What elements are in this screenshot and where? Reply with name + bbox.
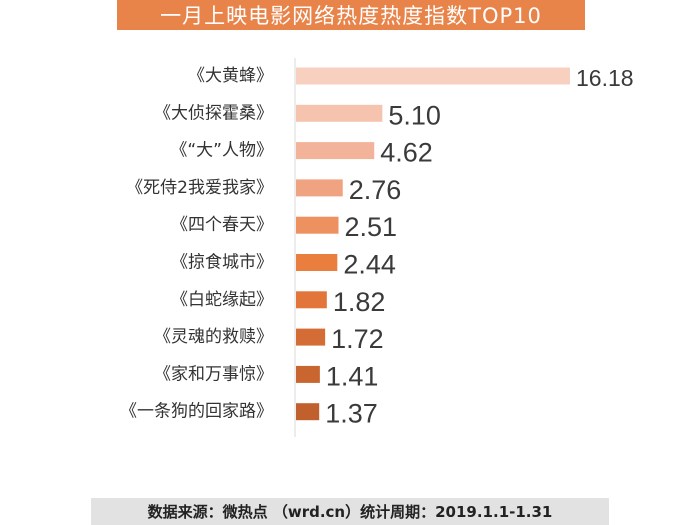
bar [296, 104, 383, 122]
category-label: 《死侍2我爱我家》 [126, 178, 273, 198]
chart-title-banner: 一月上映电影网络热度热度指数TOP10 [117, 0, 585, 30]
category-label: 《一条狗的回家路》 [120, 402, 273, 422]
bar [296, 142, 375, 160]
value-label: 2.44 [343, 250, 396, 280]
statistics-period-note: 统计周期：2019.1.1-1.31 [360, 503, 553, 521]
category-label: 《家和万事惊》 [154, 364, 273, 384]
bar [296, 365, 320, 383]
bar [296, 291, 327, 309]
chart-title: 一月上映电影网络热度热度指数TOP10 [160, 4, 542, 28]
category-label: 《掠食城市》 [171, 253, 273, 273]
value-label: 4.62 [380, 138, 433, 168]
data-source-note: 数据来源：微热点 （wrd.cn） [147, 503, 361, 521]
bar [296, 403, 320, 421]
value-label: 1.37 [325, 399, 378, 429]
category-label: 《“大”人物》 [170, 141, 273, 161]
category-label: 《四个春天》 [171, 215, 273, 235]
bar [296, 179, 343, 197]
bar [296, 67, 570, 85]
bar [296, 254, 338, 271]
value-label: 5.10 [388, 100, 441, 130]
value-label: 1.72 [331, 324, 384, 354]
bar [296, 328, 326, 346]
category-label: 《大黄蜂》 [188, 66, 273, 86]
value-label: 1.41 [326, 361, 379, 391]
bar [296, 216, 339, 234]
category-label: 《大侦探霍桑》 [154, 103, 273, 123]
footer-bar: 数据来源：微热点 （wrd.cn） 统计周期：2019.1.1-1.31 [91, 498, 609, 525]
value-label: 16.18 [576, 65, 634, 91]
value-label: 2.76 [349, 175, 402, 205]
value-label: 2.51 [345, 212, 398, 242]
value-label: 1.82 [333, 287, 386, 317]
category-label: 《白蛇缘起》 [171, 290, 273, 310]
category-label: 《灵魂的救赎》 [154, 327, 273, 347]
